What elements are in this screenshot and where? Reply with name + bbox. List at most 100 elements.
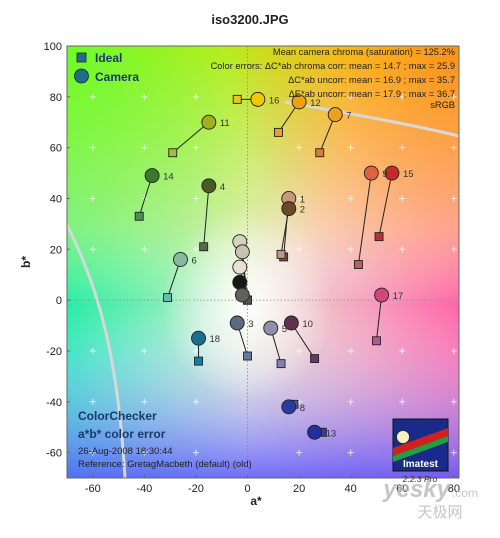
camera-marker — [234, 287, 250, 303]
grid-marker — [450, 93, 457, 100]
x-tick-label: -40 — [136, 483, 152, 495]
y-tick-label: 0 — [56, 295, 62, 307]
patch-label: 13 — [326, 428, 337, 439]
srgb-label: sRGB — [430, 100, 455, 110]
camera-marker — [232, 274, 248, 290]
error-stats: Mean camera chroma (saturation) = 125.2%… — [211, 47, 455, 110]
ideal-marker — [276, 249, 286, 259]
camera-marker — [307, 424, 323, 440]
color-space-background — [67, 46, 459, 478]
stat-mean-chroma: Mean camera chroma (saturation) = 125.2% — [273, 47, 455, 57]
y-tick-label: -20 — [46, 346, 62, 358]
ideal-marker — [315, 148, 325, 158]
info-date: 26-Aug-2008 18:30:44 — [78, 446, 173, 457]
legend-ideal-marker — [76, 52, 87, 63]
grid-marker — [399, 195, 406, 202]
y-tick-label: 40 — [50, 193, 62, 205]
watermark-main: yesky — [382, 476, 451, 503]
ideal-marker — [276, 359, 286, 369]
grid-marker — [141, 246, 148, 253]
x-tick-label: 60 — [396, 483, 408, 495]
ideal-marker — [353, 260, 363, 269]
grid-marker — [450, 449, 457, 456]
patch-label: 7 — [346, 111, 351, 122]
grid-marker — [450, 347, 457, 354]
camera-marker — [229, 315, 245, 331]
camera-marker — [363, 165, 379, 181]
camera-marker — [250, 91, 266, 107]
grid-marker — [89, 144, 96, 151]
watermark-sub: 天极网 — [417, 504, 462, 521]
ideal-marker — [374, 232, 384, 242]
grid-marker — [89, 93, 96, 100]
y-tick-label: 100 — [44, 41, 62, 53]
patch-label: 12 — [310, 98, 321, 109]
grid-marker — [296, 449, 303, 456]
stat-chroma-uncorr: ΔC*ab uncorr: mean = 16.9 ; max = 35.7 — [288, 75, 455, 85]
grid-marker — [192, 398, 199, 405]
grid-marker — [347, 195, 354, 202]
ideal-marker — [243, 351, 252, 361]
camera-marker — [281, 201, 297, 217]
legend-camera-marker — [74, 68, 89, 84]
y-axis-label: b* — [19, 256, 33, 268]
grid-marker — [347, 93, 354, 100]
grid-marker — [347, 246, 354, 253]
camera-marker — [173, 252, 188, 267]
ideal-marker — [372, 336, 381, 346]
grid-marker — [450, 195, 457, 202]
y-tick-label: 80 — [50, 92, 62, 104]
camera-marker — [291, 94, 307, 110]
grid-marker — [347, 144, 354, 151]
patch-label: 6 — [191, 255, 196, 266]
error-vector — [375, 294, 383, 341]
camera-marker — [232, 259, 248, 275]
patch-label: 4 — [220, 182, 225, 193]
y-tick-label: -40 — [46, 397, 62, 409]
x-tick-label: -60 — [85, 483, 101, 495]
grid-marker — [399, 144, 406, 151]
x-tick-label: 20 — [293, 483, 305, 495]
grid-marker — [347, 449, 354, 456]
grid-marker — [89, 398, 96, 405]
ideal-marker — [163, 293, 173, 303]
error-vector — [280, 208, 290, 255]
info-plot-type: a*b* color error — [78, 427, 166, 441]
chart-title: iso3200.JPG — [211, 12, 289, 27]
patch-label: 18 — [210, 334, 221, 345]
ideal-marker — [274, 127, 283, 137]
camera-marker — [191, 330, 206, 346]
grid-marker — [89, 195, 96, 202]
patch-label: 14 — [163, 172, 174, 183]
grid-marker — [192, 195, 199, 202]
legend: Ideal Camera — [74, 51, 139, 84]
camera-marker — [374, 287, 390, 303]
grid-marker — [296, 195, 303, 202]
grid-marker — [192, 347, 199, 354]
error-vector — [203, 185, 210, 247]
grid-marker — [141, 144, 148, 151]
ideal-marker — [310, 354, 320, 364]
imatest-badge: Imatest 2.2.3 Pro — [392, 418, 449, 484]
x-tick-label: -20 — [188, 483, 204, 495]
grid-marker — [399, 398, 406, 405]
grid-marker — [296, 246, 303, 253]
srgb-boundary-left — [67, 224, 127, 478]
ideal-marker — [168, 148, 178, 158]
ideal-marker — [194, 356, 203, 366]
error-vector — [357, 172, 372, 265]
grid-marker — [399, 93, 406, 100]
camera-marker — [327, 107, 343, 123]
grid-marker — [192, 93, 199, 100]
imatest-text: Imatest — [403, 459, 439, 470]
camera-marker — [283, 315, 299, 331]
x-axis-label: a* — [250, 494, 262, 508]
camera-marker — [201, 114, 217, 130]
grid-marker — [450, 246, 457, 253]
grid-marker — [141, 347, 148, 354]
grid-marker — [141, 93, 148, 100]
patch-label: 11 — [220, 118, 230, 129]
grid-marker — [192, 144, 199, 151]
